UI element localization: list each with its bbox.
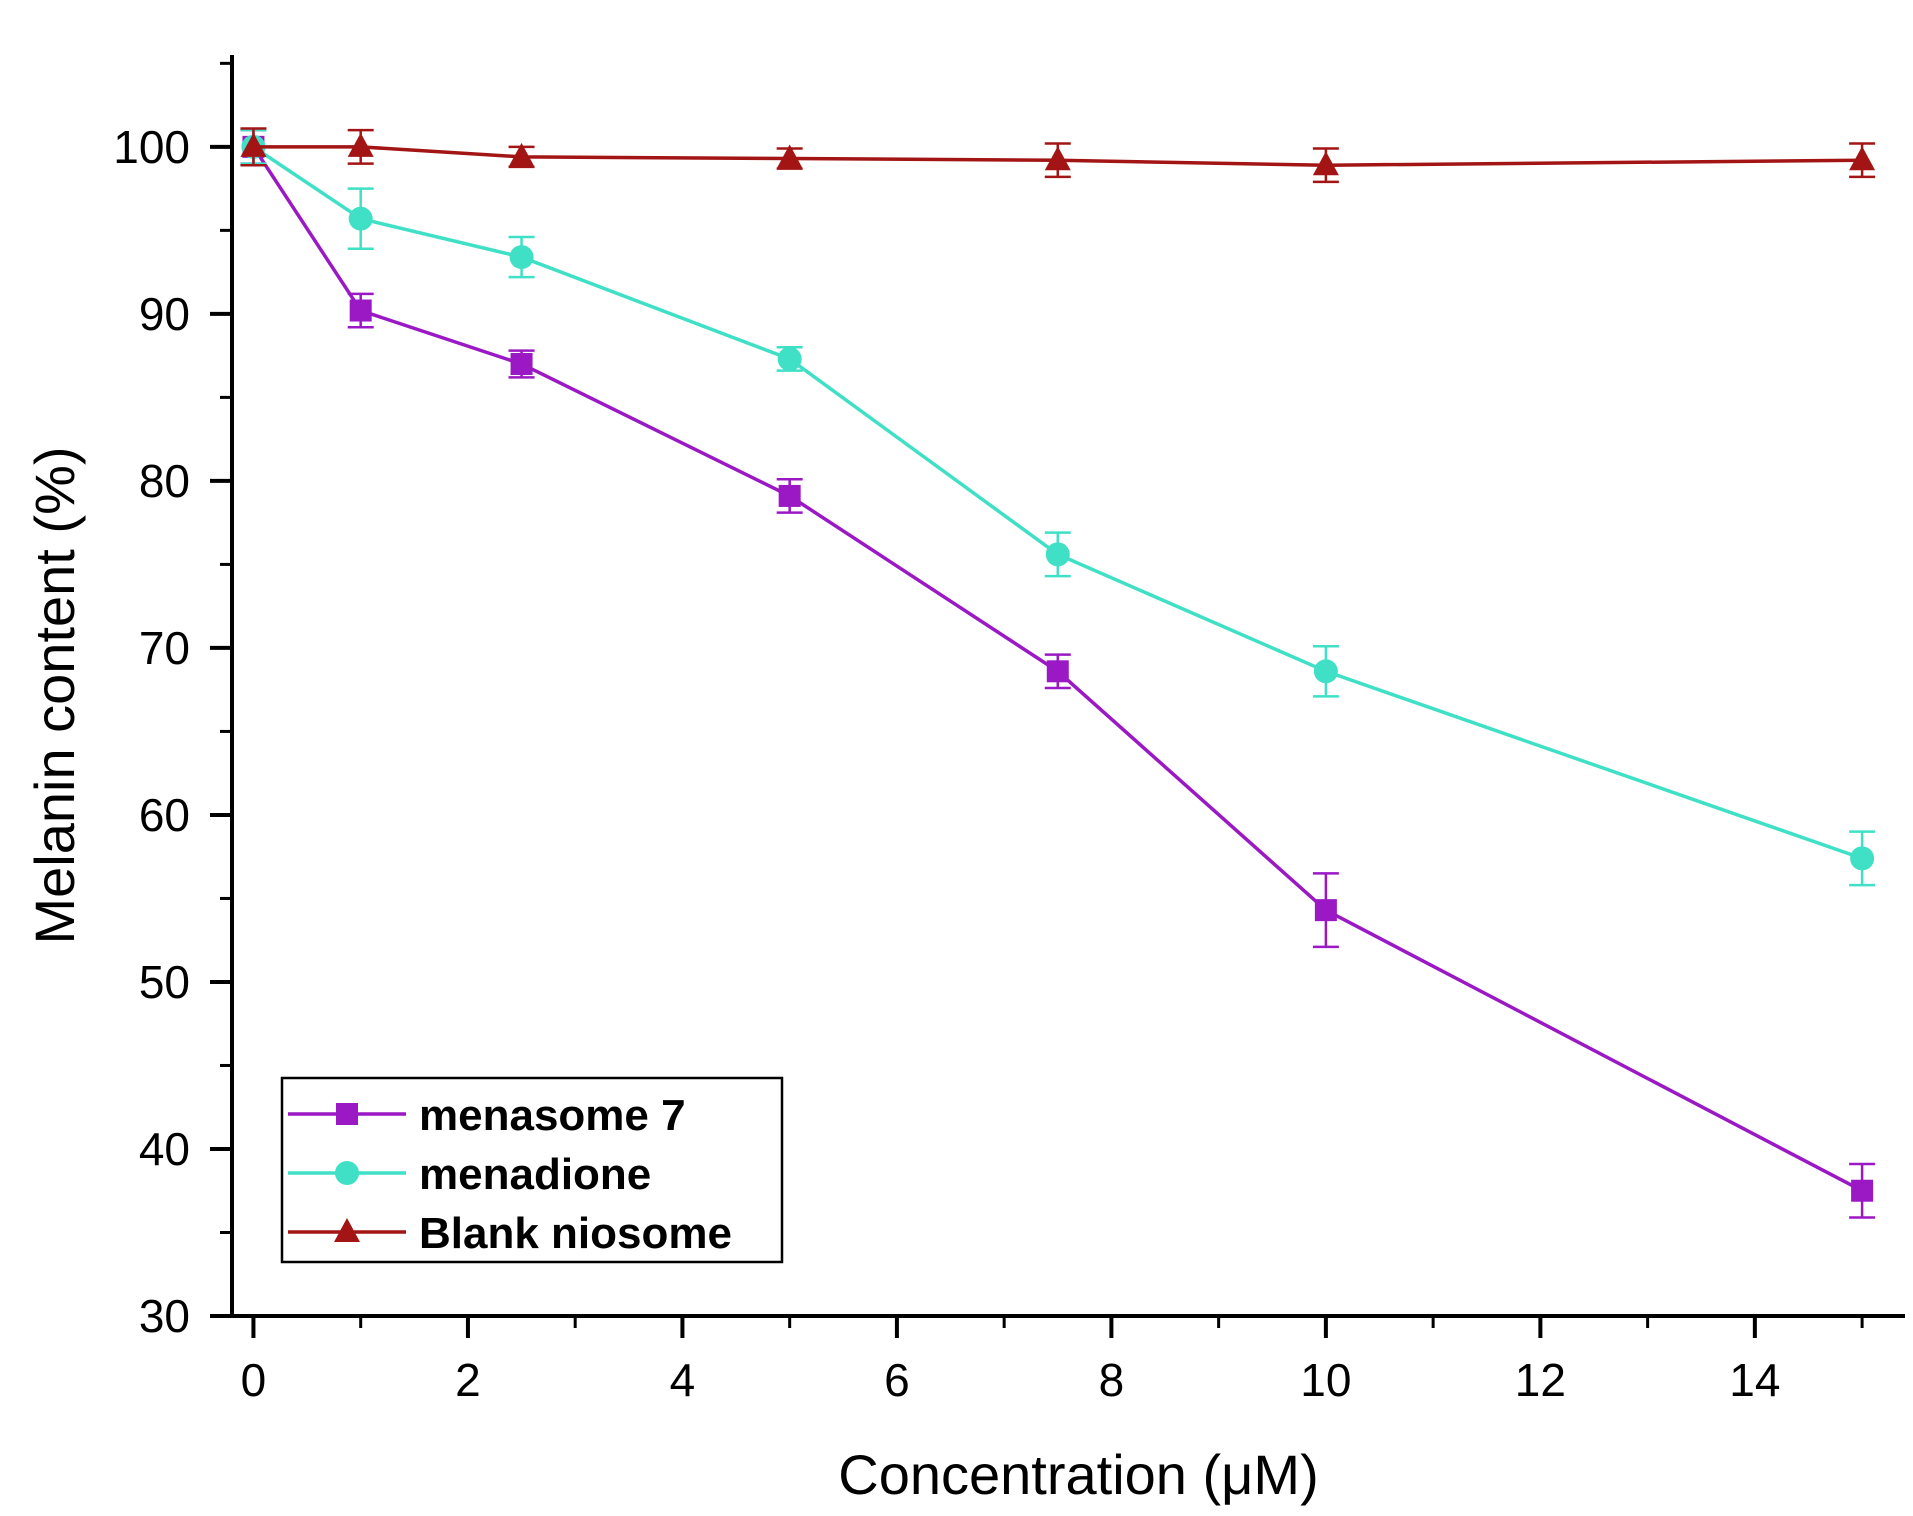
data-point <box>1851 1179 1874 1202</box>
data-point <box>1850 846 1875 871</box>
data-point <box>1044 146 1071 171</box>
legend-marker <box>334 1218 360 1242</box>
y-tick-label: 100 <box>113 121 190 173</box>
x-tick-label: 14 <box>1729 1354 1780 1406</box>
data-point <box>349 299 372 322</box>
y-tick-label: 60 <box>139 789 190 841</box>
legend: menasome 7 menadione Blank niosome <box>280 1076 784 1264</box>
data-point <box>508 142 535 167</box>
x-tick-label: 0 <box>241 1354 267 1406</box>
y-tick-label: 50 <box>139 956 190 1008</box>
legend-entry: Blank niosome <box>288 1209 732 1258</box>
data-point <box>510 352 533 375</box>
y-axis-title: Melanin content (%) <box>23 446 86 944</box>
legend-label: Blank niosome <box>419 1209 732 1258</box>
x-tick-label: 8 <box>1099 1354 1125 1406</box>
legend-entry: menasome 7 <box>288 1091 686 1140</box>
y-tick-label: 70 <box>139 622 190 674</box>
data-point <box>1849 146 1876 171</box>
x-axis-title: Concentration (μM) <box>838 1443 1318 1506</box>
legend-label: menadione <box>419 1150 651 1199</box>
y-tick-label: 80 <box>139 455 190 507</box>
legend-entry: menadione <box>288 1150 651 1199</box>
data-point <box>1312 151 1339 176</box>
series-menasome-7 <box>240 128 1876 1219</box>
y-tick-label: 90 <box>139 288 190 340</box>
data-point <box>240 132 267 157</box>
series-menadione <box>240 128 1876 887</box>
x-tick-label: 2 <box>455 1354 481 1406</box>
series-blank-niosome <box>240 127 1876 184</box>
x-tick-label: 10 <box>1300 1354 1351 1406</box>
x-ticks: 0 2 4 6 8 10 12 14 <box>241 1316 1864 1406</box>
data-point <box>1046 660 1069 683</box>
legend-marker <box>335 1161 359 1185</box>
axes <box>230 55 1905 1318</box>
x-tick-label: 6 <box>884 1354 910 1406</box>
data-point <box>777 346 802 371</box>
y-ticks: 30 40 50 60 70 80 90 100 <box>113 61 232 1342</box>
y-tick-label: 40 <box>139 1123 190 1175</box>
series-line <box>252 145 1863 861</box>
legend-label: menasome 7 <box>419 1091 686 1140</box>
data-point <box>778 484 801 507</box>
data-point <box>1314 899 1337 922</box>
y-tick-label: 30 <box>139 1290 190 1342</box>
data-point <box>509 245 534 270</box>
series-layer <box>240 127 1876 1219</box>
data-point <box>776 144 803 169</box>
data-point <box>348 206 373 231</box>
legend-marker <box>336 1103 358 1125</box>
data-point <box>347 132 374 157</box>
x-tick-label: 12 <box>1515 1354 1566 1406</box>
data-point <box>1313 659 1338 684</box>
data-point <box>1045 542 1070 567</box>
x-tick-label: 4 <box>670 1354 696 1406</box>
